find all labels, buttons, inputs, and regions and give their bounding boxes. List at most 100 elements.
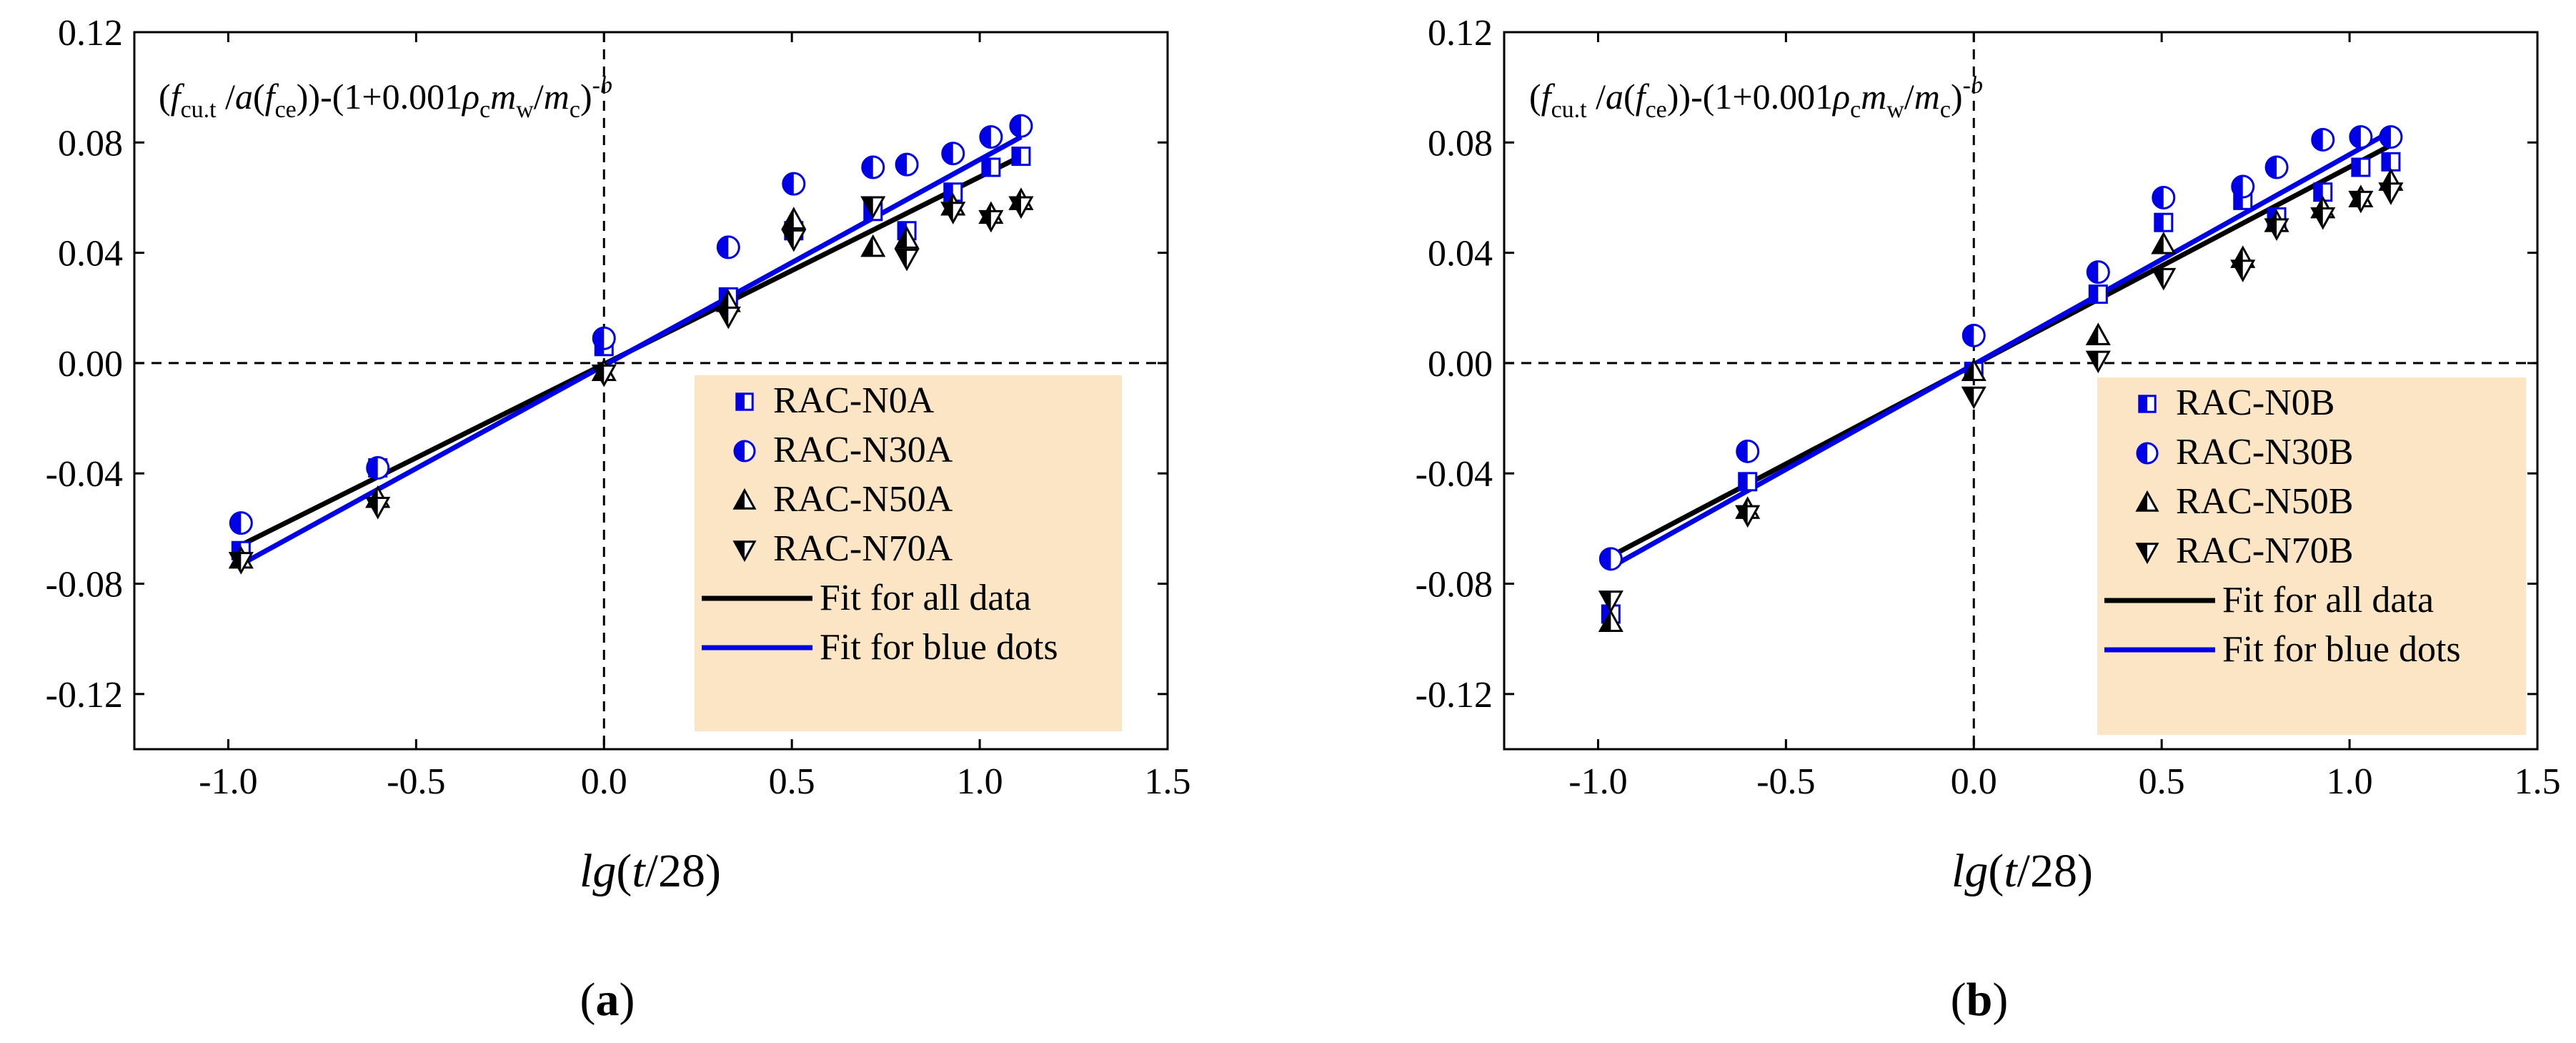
panel-label-a: (a)	[580, 974, 635, 1026]
x-tick-label: -1.0	[1568, 761, 1627, 802]
data-point	[1598, 547, 1623, 571]
data-point	[715, 306, 741, 330]
data-point	[781, 207, 807, 229]
data-point	[781, 229, 807, 252]
data-point	[941, 142, 965, 166]
data-point	[1011, 147, 1031, 167]
data-point	[1738, 472, 1758, 492]
panel-b: -1.0 -0.5 0.0 0.5 1.0 1.5 -0.12 -0.08 -0.04 0.00…	[1416, 13, 2561, 1026]
data-point	[2154, 212, 2174, 232]
data-point	[592, 326, 616, 350]
data-point	[366, 456, 390, 480]
x-axis-title: lg(t/28)	[580, 845, 721, 897]
legend-label: Fit for all data	[2222, 580, 2434, 621]
y-tick-label: 0.04	[58, 234, 123, 275]
x-ticks: -1.0 -0.5 0.0 0.5 1.0 1.5	[1568, 32, 2561, 802]
data-point	[365, 497, 391, 520]
data-point	[2085, 350, 2111, 374]
y-tick-label: 0.12	[58, 13, 123, 54]
data-point	[940, 202, 966, 224]
y-tick-label: 0.12	[1428, 13, 1493, 54]
y-tick-label: -0.04	[46, 454, 123, 495]
x-ticks: -1.0 -0.5 0.0 0.5 1.0 1.5	[199, 32, 1191, 802]
x-tick-label: 0.0	[1951, 761, 1997, 802]
formula-annotation: (fcu.t /a(fce))-(1+0.001ρcmw/mc)-b	[1529, 72, 1983, 123]
data-point	[2349, 125, 2373, 149]
y-tick-label: -0.12	[1416, 675, 1493, 716]
data-point	[2264, 218, 2289, 241]
data-point	[2151, 231, 2177, 254]
data-point	[1735, 505, 1761, 528]
legend-label: RAC-N30A	[773, 430, 953, 470]
data-point	[979, 125, 1003, 149]
x-tick-label: 0.5	[769, 761, 815, 802]
data-point	[1598, 609, 1623, 633]
data-point	[2152, 185, 2176, 209]
data-point	[782, 172, 806, 196]
zero-reference-lines	[134, 32, 1168, 749]
x-tick-label: 1.0	[957, 761, 1003, 802]
legend: RAC-N0A RAC-N30A RAC-N50A RAC-N70A Fit for a…	[695, 375, 1122, 731]
data-point	[229, 511, 253, 535]
legend-label: RAC-N30B	[2176, 432, 2353, 473]
data-point	[1961, 323, 1986, 347]
formula-annotation: (fcu.t /a(fce))-(1+0.001ρcmw/mc)-b	[159, 72, 612, 123]
data-point	[2378, 182, 2404, 205]
data-point	[2379, 125, 2403, 149]
data-point	[2310, 207, 2336, 230]
data-point	[1598, 590, 1623, 613]
data-point	[1009, 114, 1033, 138]
x-tick-label: 1.5	[2515, 761, 2561, 802]
plot-frame	[1503, 31, 2539, 751]
data-point	[2086, 260, 2110, 285]
legend-marker	[733, 440, 756, 463]
data-point	[860, 196, 886, 219]
y-tick-label: -0.12	[46, 675, 123, 716]
y-ticks: -0.12 -0.08 -0.04 0.00 0.04 0.08 0.12	[46, 13, 1168, 716]
data-point	[861, 155, 885, 179]
data-point	[2351, 157, 2371, 177]
legend-label: Fit for all data	[820, 578, 1031, 618]
legend: RAC-N0B RAC-N30B RAC-N50B RAC-N70B Fit for a…	[2097, 377, 2526, 735]
data-points	[228, 114, 1034, 575]
data-point	[981, 157, 1001, 177]
legend-marker	[2135, 490, 2159, 512]
plot-frame	[133, 31, 1169, 751]
data-point	[1961, 358, 1986, 381]
data-point	[228, 552, 254, 575]
fit-line	[239, 134, 1023, 567]
legend-label: Fit for blue dots	[2222, 629, 2461, 670]
formula-text: (fcu.t /a(fce))-(1+0.001ρcmw/mc)-b	[1529, 72, 1983, 123]
legend-marker	[2138, 395, 2157, 413]
data-point	[716, 235, 740, 259]
x-axis-title: lg(t/28)	[1951, 845, 2093, 897]
data-point	[2264, 155, 2289, 179]
y-tick-label: 0.04	[1428, 234, 1493, 275]
panel-label-b: (b)	[1951, 974, 2009, 1026]
y-tick-label: 0.08	[58, 123, 123, 164]
legend-label: RAC-N50A	[773, 479, 953, 520]
legend-marker	[2136, 442, 2159, 465]
data-point	[978, 209, 1004, 233]
data-point	[895, 152, 919, 177]
legend-label: RAC-N50B	[2176, 481, 2353, 522]
legend-background	[695, 375, 1122, 731]
data-point	[1008, 196, 1034, 219]
data-point	[2231, 174, 2255, 199]
data-points	[1598, 125, 2404, 633]
data-point	[2348, 190, 2374, 214]
legend-label: RAC-N70B	[2176, 530, 2353, 571]
data-point	[860, 234, 886, 257]
fit-lines	[239, 134, 1023, 567]
data-point	[591, 364, 617, 387]
x-tick-label: 1.0	[2327, 761, 2373, 802]
data-point	[943, 182, 963, 202]
data-point	[2381, 152, 2401, 172]
x-tick-label: 0.5	[2139, 761, 2185, 802]
legend-label: RAC-N0A	[773, 380, 935, 421]
data-point	[2230, 259, 2256, 282]
zero-reference-lines	[1504, 32, 2537, 749]
x-tick-label: -1.0	[199, 761, 257, 802]
data-point	[1736, 439, 1760, 463]
